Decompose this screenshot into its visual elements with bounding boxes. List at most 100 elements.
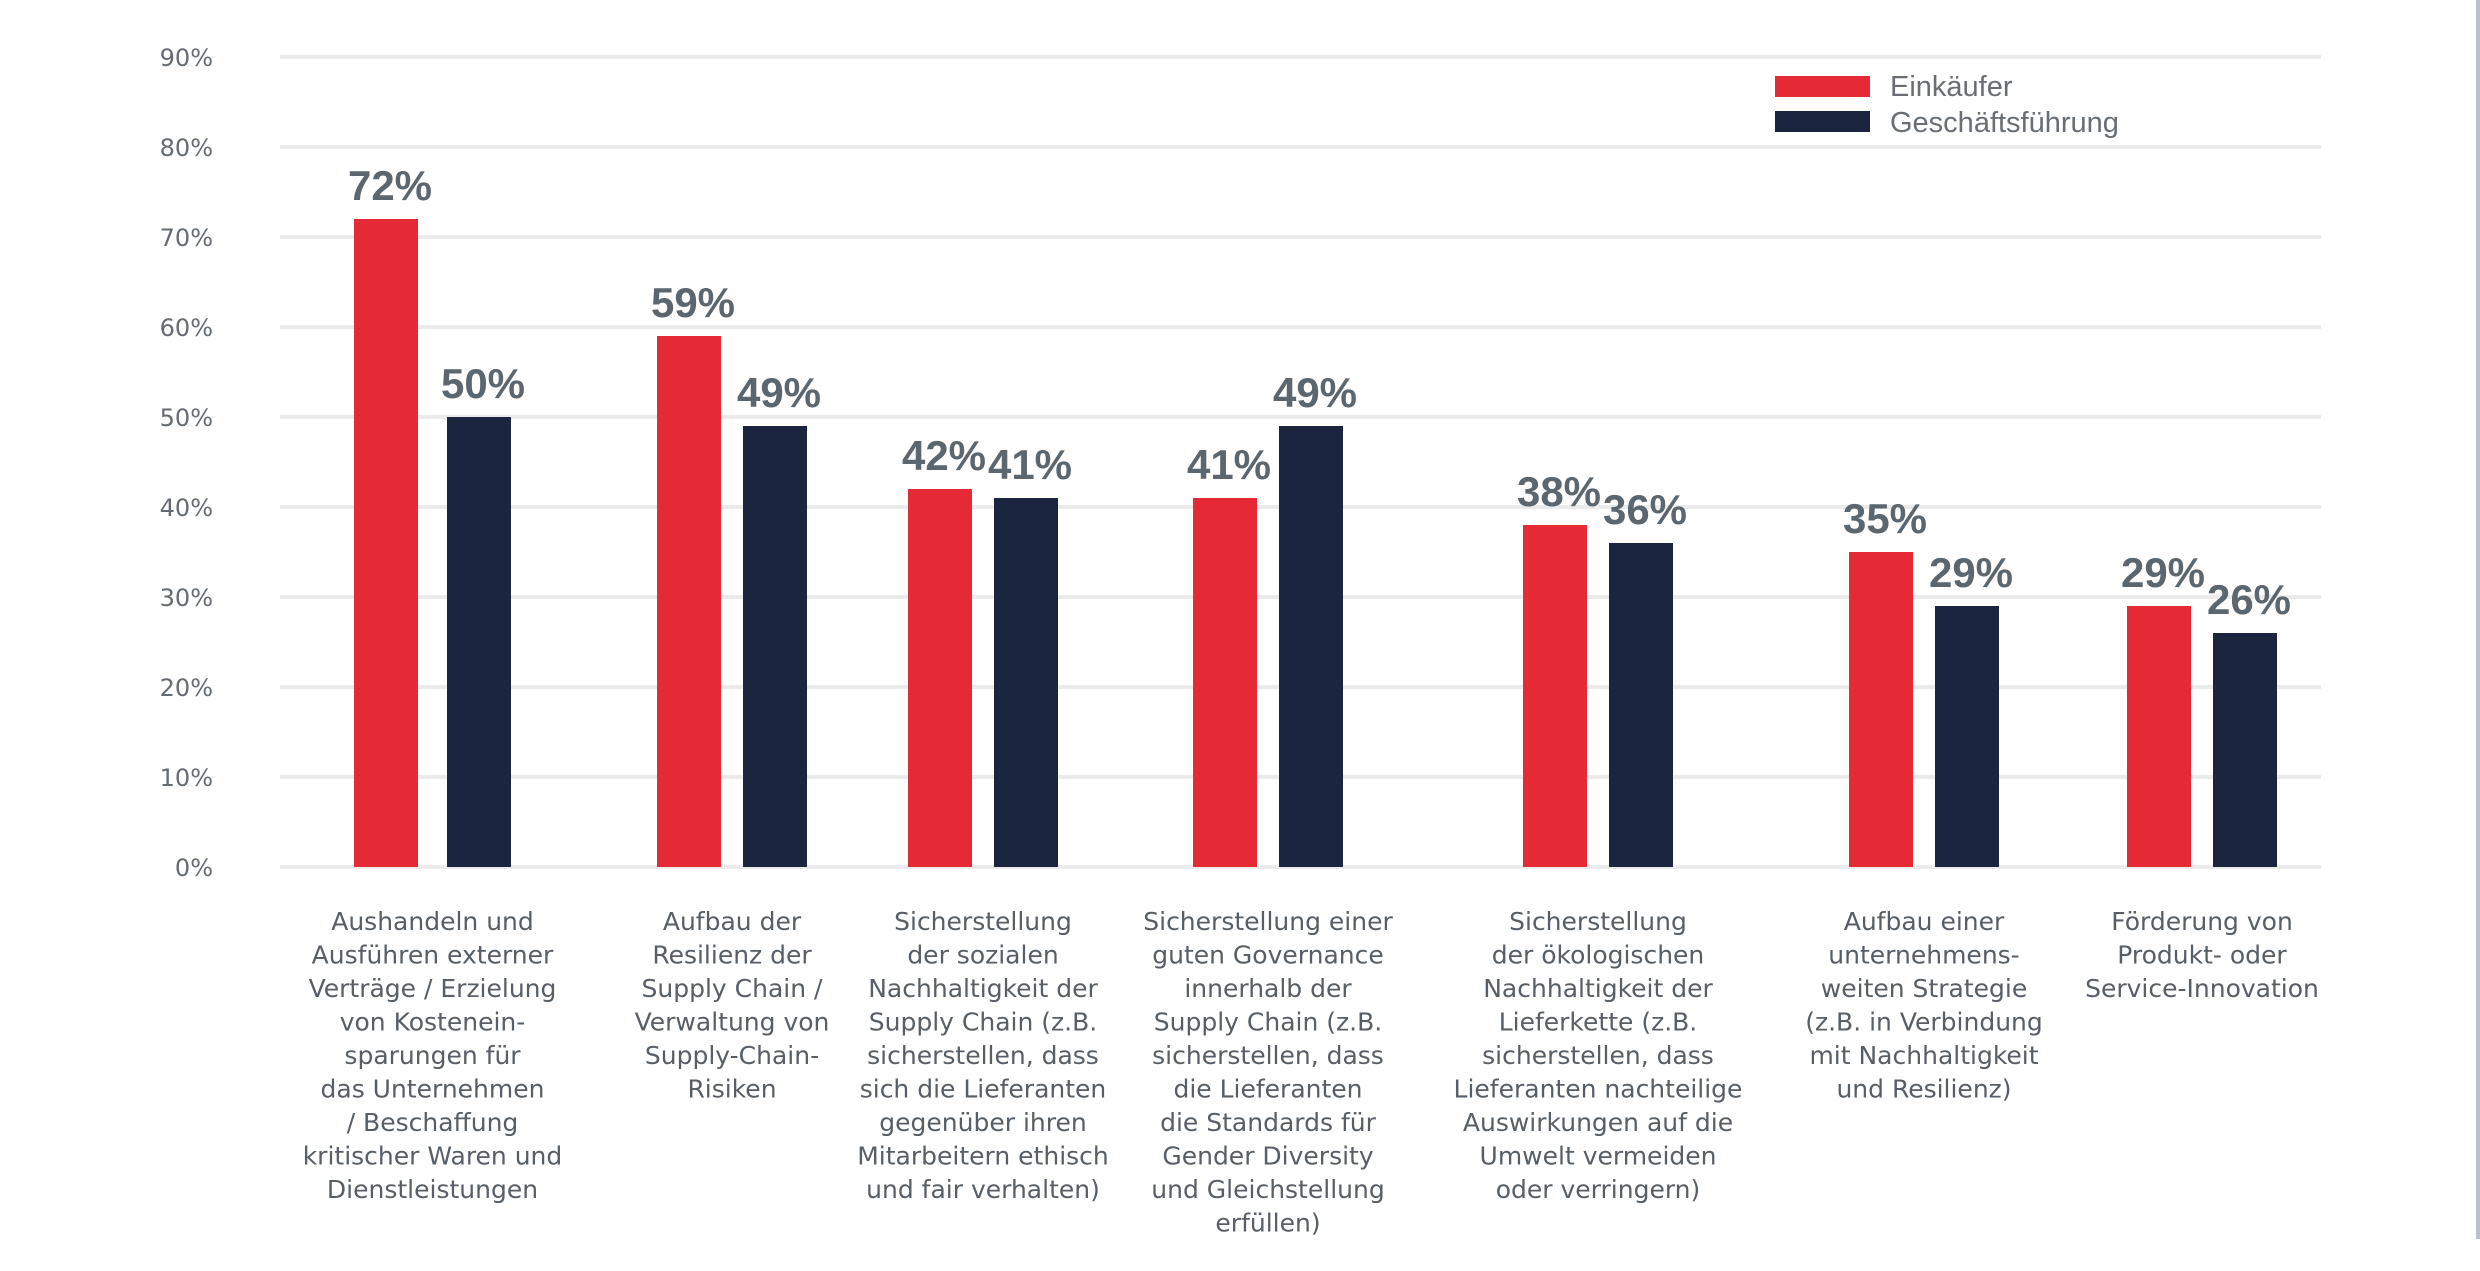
gridline bbox=[280, 145, 2321, 149]
category-label-line: Lieferanten nachteilige bbox=[1454, 1075, 1743, 1104]
category-label-line: Umwelt vermeiden bbox=[1480, 1142, 1717, 1171]
category-label-line: Aufbau einer bbox=[1844, 907, 2005, 936]
value-label: 49% bbox=[1273, 369, 1357, 416]
gridline bbox=[280, 415, 2321, 419]
value-label: 29% bbox=[2121, 549, 2205, 596]
value-label: 26% bbox=[2207, 576, 2291, 623]
value-label: 59% bbox=[651, 279, 735, 326]
y-tick-label: 70% bbox=[160, 224, 213, 252]
gridline bbox=[280, 55, 2321, 59]
category-label-line: Aufbau der bbox=[663, 907, 802, 936]
category-label: Aushandeln und Ausführen externer Verträge… bbox=[303, 907, 563, 1204]
bar-geschaeftsfuehrung bbox=[1609, 543, 1673, 867]
bar-geschaeftsfuehrung bbox=[994, 498, 1058, 867]
category-label-line: Sicherstellung bbox=[1509, 907, 1687, 936]
legend-label-geschaeftsfuehrung: Geschäftsführung bbox=[1890, 107, 2119, 139]
y-tick-label: 10% bbox=[160, 764, 213, 792]
y-tick-label: 40% bbox=[160, 494, 213, 522]
value-label: 35% bbox=[1843, 495, 1927, 542]
category-label-line: kritischer Waren und bbox=[303, 1142, 563, 1171]
category-label-line: Sicherstellung einer bbox=[1143, 907, 1393, 936]
page-edge-divider bbox=[2476, 0, 2480, 1239]
category-label-line: Nachhaltigkeit der bbox=[1483, 974, 1713, 1003]
value-label: 50% bbox=[441, 360, 525, 407]
bar-geschaeftsfuehrung bbox=[1279, 426, 1343, 867]
y-tick-label: 60% bbox=[160, 314, 213, 342]
category-label-line: der ökologischen bbox=[1492, 941, 1705, 970]
category-label-line: Ausführen externer bbox=[312, 941, 554, 970]
category-label-line: Supply Chain (z.B. bbox=[1154, 1008, 1382, 1037]
category-label-line: weiten Strategie bbox=[1821, 974, 2027, 1003]
category-label-line: Nachhaltigkeit der bbox=[868, 974, 1098, 1003]
y-tick-label: 50% bbox=[160, 404, 213, 432]
legend: Einkäufer Geschäftsführung bbox=[1775, 71, 2119, 139]
category-label: Sicherstellung der ökologischen Nachhaltig… bbox=[1454, 907, 1743, 1204]
y-tick-label: 90% bbox=[160, 44, 213, 72]
y-axis: 0% 10% 20% 30% 40% 50% 60% 70% 80% 90% bbox=[160, 44, 213, 882]
category-label-line: Förderung von bbox=[2111, 907, 2293, 936]
legend-label-einkaeufer: Einkäufer bbox=[1890, 71, 2013, 103]
bar-einkaeufer bbox=[657, 336, 721, 867]
category-label-line: die Lieferanten bbox=[1173, 1075, 1362, 1104]
category-label-line: das Unternehmen bbox=[321, 1075, 545, 1104]
category-label-line: und Gleichstellung bbox=[1151, 1175, 1384, 1204]
category-label: Förderung von Produkt- oder Service-Innova… bbox=[2085, 907, 2319, 1003]
gridline bbox=[280, 235, 2321, 239]
category-label-line: Verträge / Erzielung bbox=[309, 974, 557, 1003]
category-label-line: und Resilienz) bbox=[1836, 1075, 2011, 1104]
y-tick-label: 0% bbox=[175, 854, 213, 882]
category-label-line: Supply Chain / bbox=[642, 974, 823, 1003]
bars bbox=[354, 219, 2277, 867]
bar-geschaeftsfuehrung bbox=[447, 417, 511, 867]
category-label: Aufbau einer unternehmens-weiten Strategi… bbox=[1805, 907, 2043, 1104]
x-axis-labels: Aushandeln und Ausführen externer Verträge… bbox=[303, 907, 2319, 1238]
value-label: 72% bbox=[348, 162, 432, 209]
bar-einkaeufer bbox=[1193, 498, 1257, 867]
category-label-line: Produkt- oder bbox=[2117, 941, 2287, 970]
bar-einkaeufer bbox=[1849, 552, 1913, 867]
category-label-line: oder verringern) bbox=[1496, 1175, 1701, 1204]
category-label-line: sparungen für bbox=[344, 1041, 521, 1070]
y-tick-label: 80% bbox=[160, 134, 213, 162]
y-tick-label: 30% bbox=[160, 584, 213, 612]
bar-einkaeufer bbox=[2127, 606, 2191, 867]
y-tick-label: 20% bbox=[160, 674, 213, 702]
category-label-line: sicherstellen, dass bbox=[1482, 1041, 1714, 1070]
bar-einkaeufer bbox=[908, 489, 972, 867]
value-label: 42% bbox=[902, 432, 986, 479]
category-label-line: Lieferkette (z.B. bbox=[1499, 1008, 1698, 1037]
value-label: 41% bbox=[1187, 441, 1271, 488]
category-label-line: und fair verhalten) bbox=[866, 1175, 1100, 1204]
legend-swatch-geschaeftsfuehrung bbox=[1775, 111, 1870, 132]
category-label-line: Supply-Chain- bbox=[645, 1041, 819, 1070]
bar-geschaeftsfuehrung bbox=[2213, 633, 2277, 867]
category-label-line: Resilienz der bbox=[652, 941, 812, 970]
category-label-line: guten Governance bbox=[1152, 941, 1384, 970]
category-label: Aufbau der Resilienz der Supply Chain / Ver… bbox=[635, 907, 830, 1104]
category-label-line: sicherstellen, dass bbox=[867, 1041, 1099, 1070]
category-label: Sicherstellung einer guten Governance inne… bbox=[1143, 907, 1393, 1238]
category-label-line: der sozialen bbox=[907, 941, 1058, 970]
category-label-line: innerhalb der bbox=[1184, 974, 1352, 1003]
bar-einkaeufer bbox=[1523, 525, 1587, 867]
legend-swatch-einkaeufer bbox=[1775, 76, 1870, 97]
category-label-line: Supply Chain (z.B. bbox=[869, 1008, 1097, 1037]
category-label-line: / Beschaffung bbox=[347, 1108, 519, 1137]
category-label-line: Risiken bbox=[687, 1075, 776, 1104]
category-label-line: Aushandeln und bbox=[331, 907, 534, 936]
bar-einkaeufer bbox=[354, 219, 418, 867]
category-label-line: Auswirkungen auf die bbox=[1463, 1108, 1733, 1137]
category-label-line: Sicherstellung bbox=[894, 907, 1072, 936]
value-labels: 72%59%42% 41%38%35%29%50% 49%41%49%36%29%2… bbox=[348, 162, 2291, 623]
bar-geschaeftsfuehrung bbox=[1935, 606, 1999, 867]
category-label-line: die Standards für bbox=[1160, 1108, 1376, 1137]
category-label-line: Dienstleistungen bbox=[327, 1175, 538, 1204]
gridline bbox=[280, 325, 2321, 329]
value-label: 36% bbox=[1603, 486, 1687, 533]
category-label-line: Service-Innovation bbox=[2085, 974, 2319, 1003]
category-label-line: von Kostenein- bbox=[340, 1008, 526, 1037]
value-label: 41% bbox=[988, 441, 1072, 488]
category-label-line: erfüllen) bbox=[1215, 1209, 1320, 1238]
category-label: Sicherstellung der sozialen Nachhaltigkeit… bbox=[857, 907, 1109, 1204]
